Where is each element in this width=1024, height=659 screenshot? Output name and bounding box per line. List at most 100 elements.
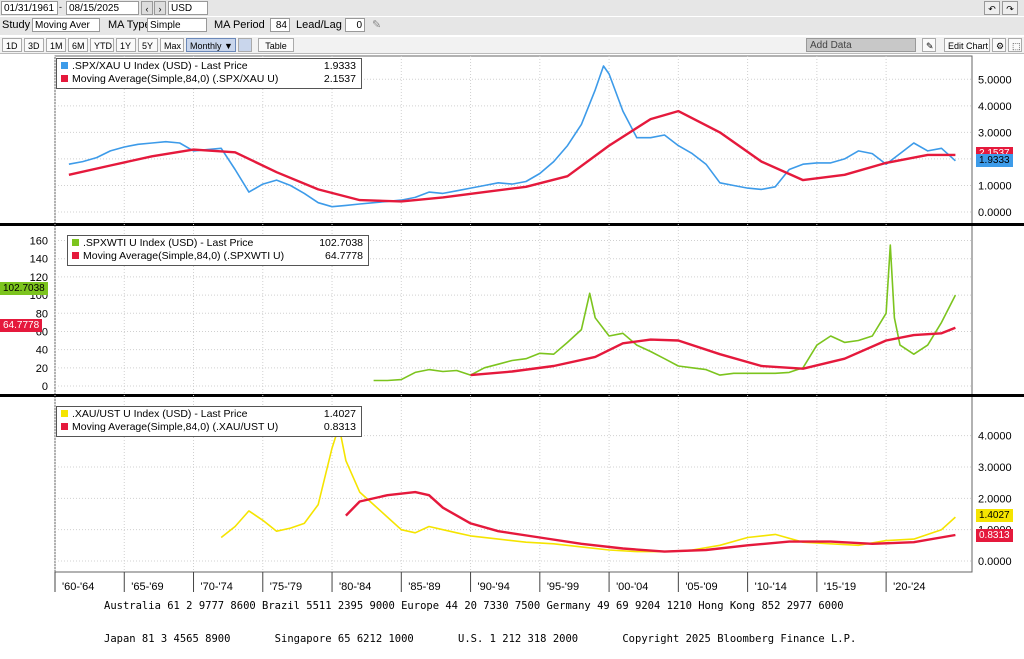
redo-button[interactable]: ↷ xyxy=(1002,1,1018,15)
legend-swatch xyxy=(61,75,68,82)
legend-panel-2: .SPXWTI U Index (USD) - Last Price 102.70… xyxy=(67,235,369,266)
legend-value: 64.7778 xyxy=(325,250,363,262)
last-price-tag-panel-1: 1.9333 xyxy=(976,154,1013,167)
y-tick-label: 0.0000 xyxy=(978,556,1012,568)
plot-border xyxy=(54,55,973,573)
expand-icon[interactable]: ⬚ xyxy=(1008,38,1022,52)
legend-swatch xyxy=(72,252,79,259)
currency-select[interactable]: USD xyxy=(168,1,208,15)
y-tick-label: 20 xyxy=(36,363,48,375)
series-line-last-price xyxy=(220,425,956,553)
x-tick-label: '95-'99 xyxy=(547,581,579,593)
legend-label: .SPXWTI U Index (USD) - Last Price xyxy=(83,237,254,249)
y-tick-label: 120 xyxy=(30,272,48,284)
x-tick-label: '65-'69 xyxy=(131,581,163,593)
x-tick-label: '15-'19 xyxy=(824,581,856,593)
range-button-1d[interactable]: 1D xyxy=(2,38,22,52)
legend-label: .SPX/XAU U Index (USD) - Last Price xyxy=(72,60,248,72)
redo-icon: ↷ xyxy=(1006,4,1014,14)
legend-swatch xyxy=(61,423,68,430)
next-period-button[interactable]: › xyxy=(154,1,166,15)
lead-lag-field[interactable]: 0 xyxy=(345,18,365,32)
footer-contacts-line-1: Australia 61 2 9777 8600 Brazil 5511 239… xyxy=(104,600,844,612)
legend-value: 1.4027 xyxy=(323,408,356,420)
add-data-field[interactable]: Add Data xyxy=(806,38,916,52)
panel-frames xyxy=(0,55,1024,573)
lead-lag-label: Lead/Lag xyxy=(296,19,342,31)
y-tick-label: 0.0000 xyxy=(978,207,1012,219)
range-button-3d[interactable]: 3D xyxy=(24,38,44,52)
legend-value: 2.1537 xyxy=(323,73,356,85)
draw-icon[interactable]: ✎ xyxy=(922,38,936,52)
y-tick-label: 4.0000 xyxy=(978,101,1012,113)
pencil-icon[interactable]: ✎ xyxy=(372,19,382,31)
end-date-field[interactable]: 08/15/2025 xyxy=(66,1,139,15)
y-tick-label: 140 xyxy=(30,254,48,266)
legend-entry-spx-xau-ma: Moving Average(Simple,84,0) (.SPX/XAU U)… xyxy=(60,73,358,86)
range-button-6m[interactable]: 6M xyxy=(68,38,88,52)
range-button-5y[interactable]: 5Y xyxy=(138,38,158,52)
study-select[interactable]: Moving Aver xyxy=(32,18,100,32)
table-button[interactable]: Table xyxy=(258,38,294,52)
x-tick-label: '90-'94 xyxy=(478,581,510,593)
frequency-select[interactable]: Monthly ▼ xyxy=(186,38,236,52)
last-price-tag-panel-2: 102.7038 xyxy=(0,282,48,295)
series-line-last-price xyxy=(68,65,956,208)
legend-swatch xyxy=(61,410,68,417)
legend-panel-1: .SPX/XAU U Index (USD) - Last Price 1.933… xyxy=(56,58,362,89)
range-button-max[interactable]: Max xyxy=(160,38,184,52)
settings-icon[interactable]: ⚙ xyxy=(992,38,1006,52)
date-toolbar: 01/31/1961 - 08/15/2025 ‹ › USD ↶ ↷ xyxy=(0,0,1024,16)
legend-entry-spx-xau: .SPX/XAU U Index (USD) - Last Price 1.933… xyxy=(60,60,358,73)
undo-icon: ↶ xyxy=(988,4,996,14)
y-tick-label: 0 xyxy=(42,381,48,393)
ma-tag-panel-3: 0.8313 xyxy=(976,529,1013,542)
date-separator: - xyxy=(59,2,62,12)
x-tick-label: '10-'14 xyxy=(755,581,787,593)
legend-value: 102.7038 xyxy=(319,237,363,249)
legend-entry-spx-wti: .SPXWTI U Index (USD) - Last Price 102.70… xyxy=(71,237,365,250)
chart-type-toggle[interactable] xyxy=(238,38,252,52)
y-tick-label: 4.0000 xyxy=(978,431,1012,443)
y-tick-label: 40 xyxy=(36,345,48,357)
y-tick-label: 3.0000 xyxy=(978,127,1012,139)
series-line-moving-average xyxy=(470,326,956,377)
series-line-moving-average xyxy=(68,109,956,203)
start-date-field[interactable]: 01/31/1961 xyxy=(1,1,58,15)
x-tick-label: '75-'79 xyxy=(270,581,302,593)
edit-chart-button[interactable]: Edit Chart xyxy=(944,38,990,52)
range-toolbar: 1D 3D 1M 6M YTD 1Y 5Y Max Monthly ▼ Tabl… xyxy=(0,37,1024,54)
ma-tag-panel-2: 64.7778 xyxy=(0,319,43,332)
legend-label: .XAU/UST U Index (USD) - Last Price xyxy=(72,408,248,420)
range-button-ytd[interactable]: YTD xyxy=(90,38,114,52)
chevron-left-icon: ‹ xyxy=(145,4,149,14)
ma-type-select[interactable]: Simple xyxy=(147,18,207,32)
x-tick-label: '60-'64 xyxy=(62,581,94,593)
y-tick-label: 80 xyxy=(36,308,48,320)
footer-contacts-line-2: Japan 81 3 4565 8900 Singapore 65 6212 1… xyxy=(104,633,857,645)
legend-swatch xyxy=(61,62,68,69)
chevron-right-icon: › xyxy=(158,4,162,14)
x-tick-label: '85-'89 xyxy=(408,581,440,593)
ma-period-field[interactable]: 84 xyxy=(270,18,290,32)
legend-value: 1.9333 xyxy=(323,60,356,72)
legend-label: Moving Average(Simple,84,0) (.XAU/UST U) xyxy=(72,421,279,433)
undo-button[interactable]: ↶ xyxy=(984,1,1000,15)
series-line-moving-average xyxy=(345,490,956,553)
y-tick-label: 2.0000 xyxy=(978,493,1012,505)
x-tick-label: '05-'09 xyxy=(685,581,717,593)
legend-label: Moving Average(Simple,84,0) (.SPX/XAU U) xyxy=(72,73,279,85)
x-tick-label: '00-'04 xyxy=(616,581,648,593)
legend-entry-spx-wti-ma: Moving Average(Simple,84,0) (.SPXWTI U) 6… xyxy=(71,250,365,263)
range-button-1m[interactable]: 1M xyxy=(46,38,66,52)
y-tick-label: 160 xyxy=(30,236,48,248)
legend-swatch xyxy=(72,239,79,246)
prev-period-button[interactable]: ‹ xyxy=(141,1,153,15)
x-tick-label: '70-'74 xyxy=(201,581,233,593)
legend-value: 0.8313 xyxy=(323,421,356,433)
study-toolbar: Study Moving Aver MA Type Simple MA Peri… xyxy=(0,17,1024,35)
range-button-1y[interactable]: 1Y xyxy=(116,38,136,52)
y-tick-label: 3.0000 xyxy=(978,462,1012,474)
x-tick-label: '20-'24 xyxy=(893,581,925,593)
series-line-last-price xyxy=(373,244,957,382)
